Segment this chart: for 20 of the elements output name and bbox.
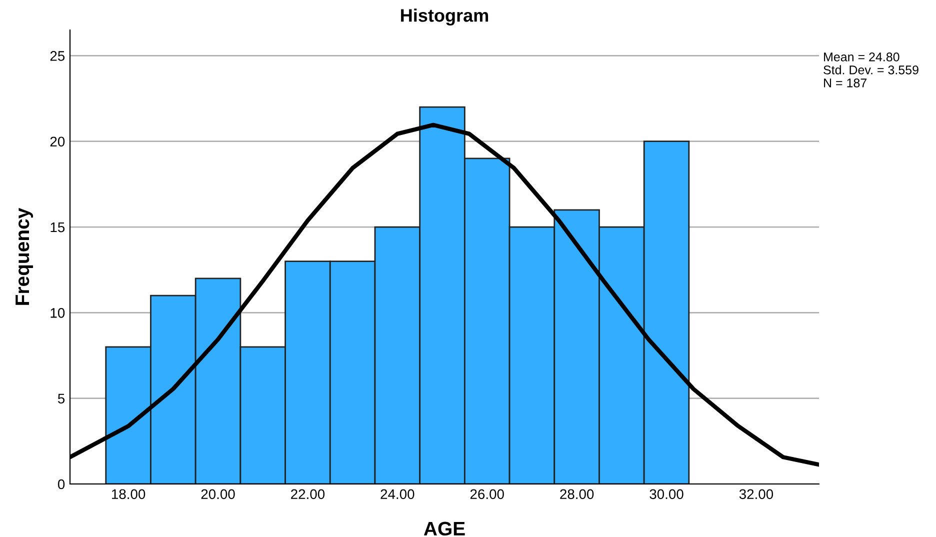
x-tick-label: 24.00 [380, 489, 414, 500]
y-tick-label: 5 [58, 394, 65, 404]
text: Mean = 24.80 [824, 52, 900, 62]
x-tick-label: 20.00 [201, 489, 235, 500]
text: N = 187 [824, 78, 866, 88]
y-axis-title: Frequency [16, 208, 34, 305]
x-axis-title: AGE [424, 522, 465, 536]
x-tick-label: 26.00 [470, 489, 504, 500]
y-tick-label: 20 [50, 136, 65, 147]
x-tick-label: 28.00 [560, 489, 594, 500]
y-tick-label: 10 [50, 308, 65, 318]
chart-title: Histogram [401, 8, 488, 26]
y-tick-label: 25 [50, 51, 65, 61]
text: Std. Dev. = 3.559 [824, 65, 918, 74]
x-tick-label: 30.00 [650, 489, 684, 500]
y-tick-label: 0 [58, 479, 65, 490]
x-tick-label: 22.00 [291, 489, 325, 500]
x-tick-label: 18.00 [112, 489, 146, 500]
x-tick-label: 32.00 [739, 489, 774, 500]
y-tick-label: 15 [50, 222, 65, 232]
